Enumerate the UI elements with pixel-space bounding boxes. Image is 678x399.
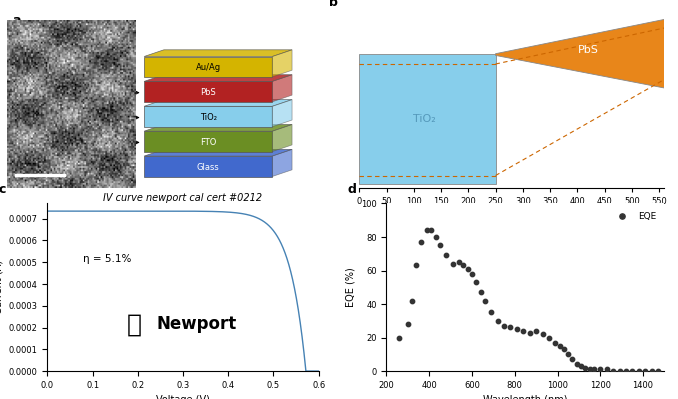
Point	[435, 242, 445, 249]
Polygon shape	[144, 124, 292, 131]
Polygon shape	[272, 124, 292, 152]
Point	[576, 363, 586, 369]
X-axis label: Wavelength (nm): Wavelength (nm)	[483, 395, 567, 399]
Text: PbS: PbS	[111, 88, 126, 97]
Y-axis label: Current (A): Current (A)	[0, 260, 3, 314]
Polygon shape	[144, 50, 292, 57]
Title: IV curve newport cal cert #0212: IV curve newport cal cert #0212	[104, 193, 262, 203]
Point	[454, 259, 464, 265]
Polygon shape	[359, 54, 496, 184]
Point	[462, 266, 473, 272]
Text: Newport: Newport	[157, 315, 237, 333]
Point	[614, 368, 625, 374]
Text: TiO₂: TiO₂	[199, 113, 217, 122]
Polygon shape	[144, 156, 272, 176]
Point	[426, 227, 437, 233]
Point	[640, 368, 651, 374]
Point	[544, 334, 555, 341]
Point	[646, 368, 657, 374]
X-axis label: Position in film (nm): Position in film (nm)	[463, 211, 561, 221]
Polygon shape	[272, 100, 292, 127]
Point	[498, 323, 509, 329]
Text: FTO: FTO	[200, 138, 216, 147]
Point	[595, 366, 605, 373]
Polygon shape	[144, 75, 292, 81]
Point	[620, 368, 631, 374]
Point	[411, 262, 422, 269]
Text: a: a	[13, 14, 22, 27]
Text: c: c	[0, 184, 6, 196]
Text: TiO₂: TiO₂	[110, 113, 126, 122]
Point	[403, 321, 414, 327]
Point	[471, 279, 481, 285]
Legend: EQE: EQE	[609, 208, 660, 224]
Point	[466, 271, 477, 277]
Point	[589, 366, 599, 373]
Text: η = 5.1%: η = 5.1%	[83, 254, 131, 264]
Point	[633, 368, 644, 374]
Point	[550, 340, 561, 346]
Point	[447, 261, 458, 267]
Text: Glass: Glass	[197, 163, 220, 172]
Point	[415, 239, 426, 245]
Point	[627, 368, 638, 374]
Point	[518, 328, 529, 334]
Point	[580, 365, 591, 371]
Point	[531, 328, 542, 334]
Point	[653, 368, 664, 374]
Polygon shape	[144, 149, 292, 156]
Polygon shape	[272, 75, 292, 102]
Text: FTO: FTO	[111, 138, 126, 147]
Point	[422, 227, 433, 233]
Point	[492, 318, 503, 324]
Polygon shape	[272, 50, 292, 77]
Point	[486, 309, 497, 316]
Point	[441, 252, 452, 259]
Polygon shape	[144, 100, 292, 106]
Y-axis label: EQE (%): EQE (%)	[345, 267, 355, 307]
Point	[554, 343, 565, 349]
Text: TiO₂: TiO₂	[414, 114, 436, 124]
Point	[601, 366, 612, 373]
Point	[407, 298, 418, 304]
Point	[475, 289, 486, 296]
Text: PbS: PbS	[578, 45, 599, 55]
Point	[584, 366, 595, 373]
Point	[458, 262, 469, 269]
Polygon shape	[496, 20, 664, 88]
Point	[563, 351, 574, 358]
Text: b: b	[329, 0, 338, 9]
Point	[479, 298, 490, 304]
Text: PbS: PbS	[200, 88, 216, 97]
X-axis label: Voltage (V): Voltage (V)	[156, 395, 210, 399]
Polygon shape	[144, 131, 272, 152]
Point	[505, 324, 516, 331]
Polygon shape	[144, 81, 272, 102]
Polygon shape	[144, 57, 272, 77]
Polygon shape	[272, 149, 292, 176]
Polygon shape	[144, 106, 272, 127]
Point	[537, 331, 548, 338]
Point	[394, 334, 405, 341]
Point	[567, 356, 578, 363]
Point	[559, 346, 570, 352]
Point	[511, 326, 522, 332]
Point	[607, 368, 618, 374]
Point	[572, 361, 582, 367]
Point	[431, 234, 441, 240]
Point	[524, 329, 535, 336]
Text: Au/Ag: Au/Ag	[195, 63, 221, 72]
Text: Ⓝ: Ⓝ	[127, 312, 142, 336]
Text: d: d	[348, 184, 357, 196]
